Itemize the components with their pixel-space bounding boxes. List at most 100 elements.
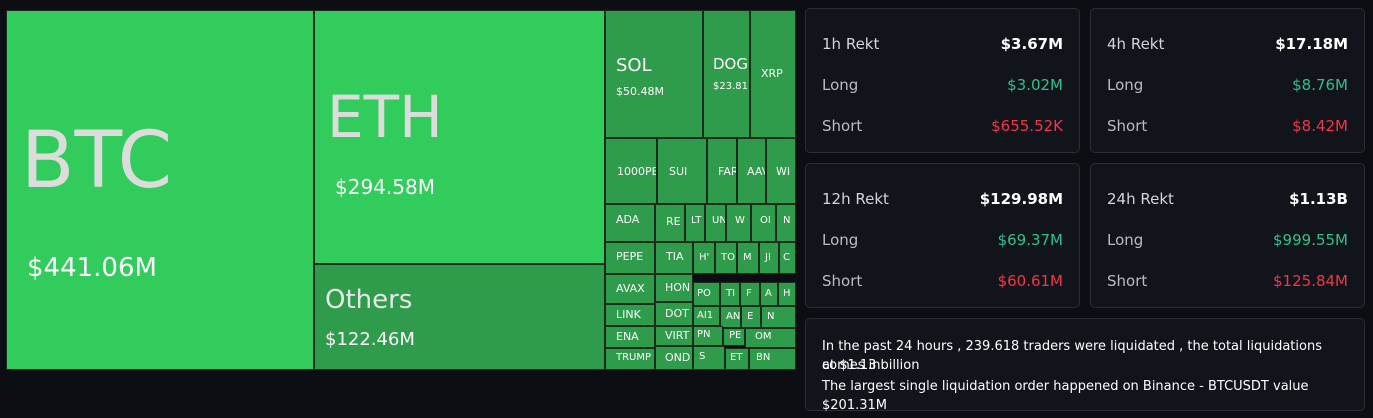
summary-line-2: at $1.13 billion bbox=[822, 358, 920, 373]
tile-symbol: AAV bbox=[747, 165, 765, 178]
treemap-tile-sui[interactable]: SUI bbox=[657, 138, 707, 204]
treemap-tile-ond[interactable]: OND bbox=[655, 346, 693, 370]
treemap-tile-re[interactable]: RE bbox=[655, 204, 685, 242]
treemap-tile-w[interactable]: W bbox=[726, 204, 751, 242]
treemap-tile-h[interactable]: H' bbox=[693, 242, 715, 274]
treemap-tile-ai1[interactable]: AI1 bbox=[693, 306, 720, 326]
treemap-tile-ena[interactable]: ENA bbox=[605, 326, 655, 348]
tile-symbol: JI bbox=[765, 252, 771, 263]
tile-symbol: TIA bbox=[666, 250, 684, 263]
treemap-tile-a[interactable]: A bbox=[760, 282, 778, 306]
treemap-tile-dog[interactable]: DOG $23.81 bbox=[703, 10, 750, 138]
treemap-tile-pe[interactable]: PE bbox=[723, 328, 745, 346]
treemap-tile-n[interactable]: N bbox=[776, 204, 796, 242]
tile-symbol: AVAX bbox=[616, 282, 645, 295]
tile-symbol: WI bbox=[776, 165, 791, 178]
card-total: $129.98M bbox=[979, 190, 1063, 208]
treemap-tile-et[interactable]: ET bbox=[725, 348, 749, 370]
tile-value: $294.58M bbox=[335, 175, 435, 199]
long-label: Long bbox=[822, 231, 859, 249]
treemap-tile-virt[interactable]: VIRT bbox=[655, 326, 693, 346]
tile-symbol: FAR bbox=[718, 165, 737, 178]
treemap-tile-tia[interactable]: TIA bbox=[655, 242, 693, 274]
treemap-tile-pepe[interactable]: PEPE bbox=[605, 242, 655, 274]
treemap-tile-po[interactable]: PO bbox=[693, 282, 720, 306]
tile-symbol: PE bbox=[729, 330, 742, 341]
treemap-tile-ti[interactable]: TI bbox=[720, 282, 740, 306]
treemap-tile-wi[interactable]: WI bbox=[766, 138, 796, 204]
tile-symbol: Others bbox=[325, 285, 413, 315]
treemap-tile-ji[interactable]: JI bbox=[759, 242, 779, 274]
short-label: Short bbox=[822, 117, 863, 135]
tile-symbol: F bbox=[746, 288, 752, 299]
tile-symbol: N bbox=[783, 215, 791, 226]
treemap-tile-c[interactable]: C bbox=[779, 242, 796, 274]
treemap-tile-to[interactable]: TO bbox=[715, 242, 737, 274]
card-title: 1h Rekt bbox=[822, 35, 880, 53]
tile-symbol: AN bbox=[726, 311, 741, 322]
treemap-tile-dot[interactable]: DOT bbox=[655, 302, 693, 326]
treemap-tile-f[interactable]: F bbox=[740, 282, 760, 306]
tile-symbol: VIRT bbox=[665, 329, 690, 342]
treemap-tile-eth[interactable]: ETH $294.58M bbox=[314, 10, 605, 264]
long-label: Long bbox=[1107, 231, 1144, 249]
treemap-tile-e[interactable]: E bbox=[741, 306, 761, 328]
tile-symbol: TI bbox=[726, 288, 736, 299]
treemap-tile-h[interactable]: H bbox=[778, 282, 796, 306]
treemap-tile-an[interactable]: AN bbox=[720, 306, 741, 328]
tile-value: $23.81 bbox=[713, 81, 748, 92]
treemap-tile-n[interactable]: N bbox=[761, 306, 796, 328]
tile-symbol: DOT bbox=[665, 307, 689, 320]
tile-symbol: ETH bbox=[327, 83, 443, 151]
tile-symbol: OND bbox=[665, 351, 691, 364]
tile-symbol: N bbox=[767, 311, 775, 322]
long-value: $69.37M bbox=[997, 231, 1063, 249]
treemap-tile-lt[interactable]: LT bbox=[685, 204, 705, 242]
treemap-tile-m[interactable]: M bbox=[737, 242, 759, 274]
treemap-tile-xrp[interactable]: XRP bbox=[750, 10, 796, 138]
tile-symbol: LT bbox=[691, 215, 702, 226]
tile-value: $441.06M bbox=[27, 253, 157, 283]
treemap-tile-avax[interactable]: AVAX bbox=[605, 274, 655, 304]
card-title: 4h Rekt bbox=[1107, 35, 1165, 53]
long-value: $999.55M bbox=[1273, 231, 1348, 249]
tile-symbol: AI1 bbox=[697, 310, 714, 321]
long-value: $8.76M bbox=[1292, 76, 1348, 94]
treemap-tile-trump[interactable]: TRUMP bbox=[605, 348, 655, 370]
treemap-tile-bn[interactable]: BN bbox=[749, 348, 796, 370]
long-label: Long bbox=[822, 76, 859, 94]
short-value: $655.52K bbox=[991, 117, 1063, 135]
treemap-tile-1000pe[interactable]: 1000PE bbox=[605, 138, 657, 204]
treemap-tile-btc[interactable]: BTC $441.06M bbox=[6, 10, 314, 370]
tile-symbol: SUI bbox=[669, 165, 688, 178]
treemap-tile-link[interactable]: LINK bbox=[605, 304, 655, 326]
tile-symbol: BTC bbox=[21, 116, 173, 206]
treemap-tile-s[interactable]: S bbox=[693, 346, 725, 370]
treemap-tile-pn[interactable]: PN bbox=[693, 326, 723, 346]
tile-symbol: ET bbox=[730, 352, 743, 363]
treemap-tile-sol[interactable]: SOL $50.48M bbox=[605, 10, 703, 138]
rekt-card-1h: 1h Rekt $3.67M Long $3.02M Short $655.52K bbox=[805, 8, 1080, 153]
treemap-tile-ada[interactable]: ADA bbox=[605, 204, 655, 242]
treemap-tile-others[interactable]: Others $122.46M bbox=[314, 264, 605, 370]
treemap-tile-aav[interactable]: AAV bbox=[737, 138, 766, 204]
tile-value: $50.48M bbox=[616, 85, 664, 98]
short-label: Short bbox=[1107, 272, 1148, 290]
tile-symbol: ADA bbox=[616, 213, 640, 226]
treemap-tile-oi[interactable]: OI bbox=[751, 204, 776, 242]
card-title: 24h Rekt bbox=[1107, 190, 1174, 208]
short-value: $125.84M bbox=[1273, 272, 1348, 290]
treemap-tile-un[interactable]: UN bbox=[705, 204, 726, 242]
tile-symbol: C bbox=[783, 252, 790, 263]
treemap-tile-hon[interactable]: HON bbox=[655, 274, 693, 302]
card-total: $1.13B bbox=[1289, 190, 1348, 208]
tile-symbol: OI bbox=[760, 215, 771, 226]
treemap-tile-om[interactable]: OM bbox=[745, 328, 796, 348]
tile-symbol: PO bbox=[697, 288, 711, 299]
tile-symbol: TO bbox=[721, 252, 735, 263]
tile-symbol: LINK bbox=[616, 308, 641, 321]
tile-symbol: M bbox=[743, 252, 752, 263]
treemap-tile-far[interactable]: FAR bbox=[707, 138, 737, 204]
card-title: 12h Rekt bbox=[822, 190, 889, 208]
tile-symbol: BN bbox=[756, 352, 771, 363]
